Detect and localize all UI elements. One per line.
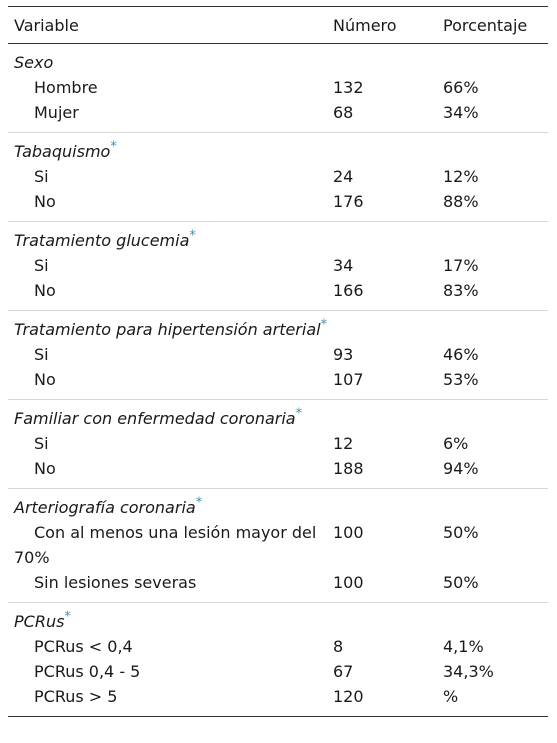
row-numero: 107 <box>333 370 364 389</box>
row-numero: 68 <box>333 103 354 122</box>
table-row: Hombre 132 66% <box>8 75 548 100</box>
group-title: Tabaquismo* <box>8 140 328 164</box>
row-label: Mujer <box>34 103 79 122</box>
row-porcentaje: % <box>443 687 459 706</box>
row-porcentaje: 34% <box>443 103 479 122</box>
row-numero: 67 <box>333 662 354 681</box>
row-numero: 188 <box>333 459 364 478</box>
row-porcentaje: 4,1% <box>443 637 484 656</box>
row-label: PCRus 0,4 - 5 <box>34 662 141 681</box>
footnote-marker: * <box>64 609 71 625</box>
footnote-marker: * <box>110 139 117 155</box>
row-porcentaje: 6% <box>443 434 469 453</box>
row-label: Si <box>34 256 49 275</box>
group-title-text: Tratamiento glucemia <box>14 231 190 250</box>
table-row: Si 12 6% <box>8 431 548 456</box>
group-title-text: Familiar con enfermedad coronaria <box>14 409 296 428</box>
table-group: Sexo Hombre 132 66% Mujer 68 34% <box>8 44 548 133</box>
row-numero: 24 <box>333 167 354 186</box>
row-label: PCRus > 5 <box>34 687 118 706</box>
table-row: No 166 83% <box>8 278 548 303</box>
table-row: Si 93 46% <box>8 342 548 367</box>
row-numero: 166 <box>333 281 364 300</box>
row-label: PCRus < 0,4 <box>34 637 133 656</box>
table-row: Mujer 68 34% <box>8 100 548 125</box>
row-label: Si <box>34 434 49 453</box>
row-numero: 100 <box>333 523 364 542</box>
table-row: PCRus < 0,4 8 4,1% <box>8 634 548 659</box>
row-porcentaje: 50% <box>443 573 479 592</box>
table-group: Tabaquismo* Si 24 12% No 176 88% <box>8 133 548 222</box>
group-title: Sexo <box>8 51 328 75</box>
row-label: No <box>34 192 56 211</box>
row-label: No <box>34 370 56 389</box>
table-group: Familiar con enfermedad coronaria* Si 12 6%… <box>8 400 548 489</box>
group-title: Tratamiento para hipertensión arterial* <box>8 318 328 342</box>
group-title: Familiar con enfermedad coronaria* <box>8 407 328 431</box>
group-title-text: Sexo <box>14 53 54 72</box>
footnote-marker: * <box>189 228 196 244</box>
row-label: Si <box>34 167 49 186</box>
table-row: Sin lesiones severas 100 50% <box>8 570 548 595</box>
header-numero: Número <box>333 15 397 35</box>
row-porcentaje: 50% <box>443 523 479 542</box>
row-porcentaje: 88% <box>443 192 479 211</box>
table-row: PCRus 0,4 - 5 67 34,3% <box>8 659 548 684</box>
group-title-text: Arteriografía coronaria <box>14 498 196 517</box>
data-table: Variable Número Porcentaje Sexo Hombre 132… <box>8 6 548 717</box>
row-numero: 176 <box>333 192 364 211</box>
row-porcentaje: 83% <box>443 281 479 300</box>
row-porcentaje: 12% <box>443 167 479 186</box>
row-numero: 100 <box>333 573 364 592</box>
table-row: No 107 53% <box>8 367 548 392</box>
table-row: Si 34 17% <box>8 253 548 278</box>
header-porcentaje: Porcentaje <box>443 15 528 35</box>
row-porcentaje: 53% <box>443 370 479 389</box>
row-porcentaje: 94% <box>443 459 479 478</box>
table-row: PCRus > 5 120% <box>8 684 548 709</box>
footnote-marker: * <box>320 317 328 333</box>
group-title-text: Tratamiento para hipertensión arterial <box>14 320 321 339</box>
group-title: Arteriografía coronaria* <box>8 496 328 520</box>
row-numero: 132 <box>333 78 364 97</box>
table-body: Sexo Hombre 132 66% Mujer 68 34% Tabaquismo* Si 2… <box>8 44 548 717</box>
header-variable: Variable <box>14 15 79 35</box>
row-porcentaje: 17% <box>443 256 479 275</box>
table-group: PCRus* PCRus < 0,4 8 4,1% PCRus 0,4 - 5 67 34,… <box>8 603 548 717</box>
table-row: No 176 88% <box>8 189 548 214</box>
row-numero: 34 <box>333 256 354 275</box>
group-title-text: PCRus <box>14 612 65 631</box>
row-porcentaje: 66% <box>443 78 479 97</box>
row-numero: 93 <box>333 345 354 364</box>
table-group: Tratamiento para hipertensión arterial* S… <box>8 311 548 400</box>
row-label: No <box>34 459 56 478</box>
row-label: Hombre <box>34 78 98 97</box>
table-header: Variable Número Porcentaje <box>8 6 548 44</box>
row-label: No <box>34 281 56 300</box>
row-label: Con al menos una lesión mayor del 70% <box>14 523 317 567</box>
row-numero: 8 <box>333 637 344 656</box>
row-label: Sin lesiones severas <box>34 573 197 592</box>
table-group: Arteriografía coronaria* Con al menos una… <box>8 489 548 603</box>
footnote-marker: * <box>295 406 303 422</box>
footnote-marker: * <box>195 495 203 511</box>
table-row: No 188 94% <box>8 456 548 481</box>
row-porcentaje: 46% <box>443 345 479 364</box>
row-numero: 120 <box>333 687 364 706</box>
row-numero: 12 <box>333 434 354 453</box>
group-title: PCRus* <box>8 610 328 634</box>
table-group: Tratamiento glucemia* Si 34 17% No 166 83% <box>8 222 548 311</box>
row-porcentaje: 34,3% <box>443 662 494 681</box>
table-row: Con al menos una lesión mayor del 70% 100… <box>8 520 548 570</box>
row-label: Si <box>34 345 49 364</box>
group-title-text: Tabaquismo <box>14 142 111 161</box>
table-row: Si 24 12% <box>8 164 548 189</box>
group-title: Tratamiento glucemia* <box>8 229 328 253</box>
